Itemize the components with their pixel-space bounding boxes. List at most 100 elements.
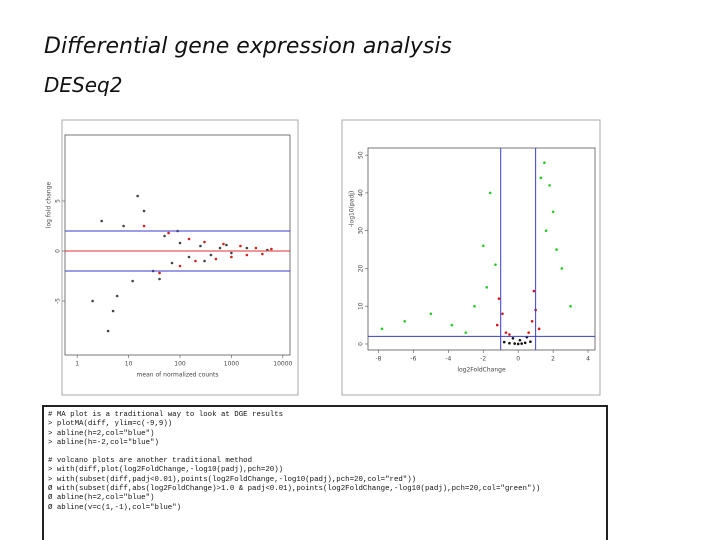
point — [261, 252, 264, 256]
point — [270, 247, 273, 251]
point — [106, 329, 110, 333]
point — [450, 323, 454, 327]
y-tick-label: 0 — [358, 342, 365, 346]
code-line: > abline(h=-2,col="blue") — [48, 438, 159, 447]
point — [163, 234, 166, 238]
code-line: # volcano plots are another traditional … — [48, 457, 253, 466]
x-tick-label: 1 — [75, 361, 79, 368]
point — [488, 191, 492, 195]
code-line: > abline(h=2,col="blue") — [48, 429, 155, 438]
point — [230, 255, 233, 259]
x-tick-label: 1000 — [224, 361, 239, 368]
y-tick-label: -5 — [55, 298, 62, 304]
point — [170, 261, 174, 265]
point — [497, 297, 501, 300]
point — [537, 327, 541, 331]
point — [239, 244, 242, 248]
point — [178, 264, 182, 268]
point — [530, 320, 534, 323]
code-line: # MA plot is a traditional way to look a… — [48, 411, 284, 419]
code-block: # volcano plots are another traditional … — [48, 457, 602, 513]
point — [551, 210, 555, 214]
x-tick-label: 2 — [551, 356, 555, 363]
plot-area — [367, 147, 596, 351]
y-tick-label: 30 — [358, 227, 365, 235]
point — [527, 331, 530, 334]
point — [513, 342, 516, 345]
point — [230, 251, 233, 255]
point — [245, 246, 249, 250]
point — [111, 309, 115, 313]
y-axis-label: log fold change — [46, 182, 53, 229]
point — [158, 271, 161, 275]
y-tick-label: 5 — [55, 199, 62, 203]
x-axis-label: mean of normalized counts — [137, 372, 219, 379]
point — [555, 248, 558, 251]
point — [245, 253, 249, 257]
x-tick-label: 0 — [516, 356, 520, 363]
code-line: Ø with(subset(diff,abs(log2FoldChange)>1… — [48, 485, 541, 494]
slide-subtitle: DESeq2 — [44, 73, 123, 97]
point — [502, 340, 506, 344]
point — [187, 255, 191, 259]
plot-area — [64, 134, 291, 356]
point — [131, 279, 134, 283]
x-tick-label: 100 — [174, 361, 186, 368]
y-tick-label: 10 — [358, 302, 365, 310]
point — [520, 342, 523, 345]
point — [560, 267, 564, 270]
point — [473, 304, 476, 308]
point — [178, 241, 182, 245]
point — [548, 184, 551, 187]
point — [115, 294, 119, 298]
slide-title: Differential gene expression analysis — [44, 34, 452, 59]
x-tick-label: -2 — [480, 356, 486, 363]
y-tick-label: 40 — [358, 189, 365, 197]
code-box: # MA plot is a traditional way to look a… — [42, 405, 608, 540]
point — [254, 246, 258, 250]
point — [222, 242, 225, 246]
point — [218, 246, 222, 250]
x-tick-label: -4 — [445, 356, 451, 363]
point — [158, 277, 161, 281]
code-line: > with(diff,plot(log2FoldChange,-log10(p… — [48, 466, 284, 475]
point — [142, 224, 146, 228]
y-tick-label: 0 — [55, 249, 62, 253]
point — [91, 299, 94, 303]
point — [511, 336, 515, 340]
point — [504, 331, 508, 334]
point — [100, 219, 103, 223]
point — [544, 229, 548, 232]
x-tick-label: -6 — [410, 356, 416, 363]
code-line: Ø abline(v=c(1,-1),col="blue") — [48, 503, 182, 512]
point — [485, 286, 489, 289]
point — [481, 244, 485, 248]
code-line: > plotMA(diff, ylim=c(-9,9)) — [48, 420, 173, 429]
point — [495, 323, 499, 327]
code-block: # MA plot is a traditional way to look a… — [48, 411, 602, 448]
point — [403, 320, 406, 323]
point — [122, 224, 125, 228]
x-tick-label: 10000 — [273, 361, 292, 368]
y-tick-label: 20 — [358, 264, 365, 272]
point — [539, 176, 543, 180]
point — [136, 194, 139, 198]
point — [532, 289, 536, 293]
x-tick-label: 10 — [125, 361, 133, 368]
point — [209, 253, 213, 257]
point — [203, 240, 206, 244]
plot-panel — [61, 119, 299, 396]
code-line: Ø abline(h=2,col="blue") — [48, 494, 155, 503]
point — [529, 340, 532, 343]
point — [225, 243, 228, 247]
y-tick-label: 50 — [358, 151, 365, 159]
point — [429, 312, 433, 316]
point — [214, 257, 218, 261]
x-tick-label: 4 — [586, 356, 590, 363]
point — [543, 161, 546, 165]
point — [523, 341, 527, 345]
point — [380, 327, 384, 331]
point — [167, 231, 170, 235]
